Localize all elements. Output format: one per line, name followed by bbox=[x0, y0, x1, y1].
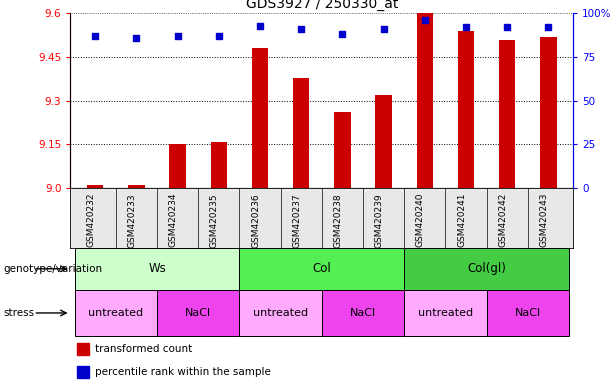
Text: Col(gl): Col(gl) bbox=[467, 262, 506, 275]
Text: GSM420235: GSM420235 bbox=[210, 193, 219, 248]
Text: untreated: untreated bbox=[88, 308, 143, 318]
Bar bbox=[77, 343, 89, 356]
Text: stress: stress bbox=[3, 308, 34, 318]
Text: untreated: untreated bbox=[253, 308, 308, 318]
Point bbox=[90, 33, 100, 39]
Bar bbox=[169, 144, 186, 188]
Bar bbox=[375, 95, 392, 188]
Text: GSM420236: GSM420236 bbox=[251, 193, 260, 248]
Point bbox=[255, 23, 265, 29]
Point bbox=[296, 26, 306, 32]
Bar bbox=[87, 185, 104, 188]
Bar bbox=[322, 290, 404, 336]
Text: NaCl: NaCl bbox=[350, 308, 376, 318]
Bar bbox=[404, 248, 569, 290]
Text: NaCl: NaCl bbox=[185, 308, 211, 318]
Bar bbox=[252, 48, 268, 188]
Text: NaCl: NaCl bbox=[515, 308, 541, 318]
Bar bbox=[75, 290, 157, 336]
Bar bbox=[334, 113, 351, 188]
Bar bbox=[417, 13, 433, 188]
Text: GSM420234: GSM420234 bbox=[169, 193, 178, 247]
Point bbox=[379, 26, 389, 32]
Point bbox=[132, 35, 142, 41]
Text: GSM420232: GSM420232 bbox=[86, 193, 95, 247]
Bar bbox=[540, 37, 557, 188]
Text: GSM420238: GSM420238 bbox=[333, 193, 343, 248]
Bar bbox=[293, 78, 310, 188]
Text: Ws: Ws bbox=[148, 262, 166, 275]
Bar bbox=[487, 290, 569, 336]
Text: GSM420242: GSM420242 bbox=[498, 193, 507, 247]
Text: GSM420241: GSM420241 bbox=[457, 193, 466, 247]
Point bbox=[173, 33, 183, 39]
Bar bbox=[128, 185, 145, 188]
Text: untreated: untreated bbox=[418, 308, 473, 318]
Point bbox=[338, 31, 348, 38]
Bar bbox=[404, 290, 487, 336]
Text: transformed count: transformed count bbox=[94, 344, 192, 354]
Bar bbox=[75, 248, 240, 290]
Point bbox=[461, 24, 471, 30]
Point bbox=[420, 17, 430, 23]
Point bbox=[214, 33, 224, 39]
Bar bbox=[458, 31, 474, 188]
Text: GSM420239: GSM420239 bbox=[375, 193, 384, 248]
Bar bbox=[157, 290, 240, 336]
Point bbox=[544, 24, 554, 30]
Bar bbox=[499, 40, 516, 188]
Bar bbox=[240, 290, 322, 336]
Bar bbox=[211, 142, 227, 188]
Text: GSM420243: GSM420243 bbox=[539, 193, 549, 247]
Title: GDS3927 / 250330_at: GDS3927 / 250330_at bbox=[246, 0, 398, 11]
Text: GSM420233: GSM420233 bbox=[128, 193, 137, 248]
Point bbox=[502, 24, 512, 30]
Text: GSM420240: GSM420240 bbox=[416, 193, 425, 247]
Text: genotype/variation: genotype/variation bbox=[3, 264, 102, 274]
Text: percentile rank within the sample: percentile rank within the sample bbox=[94, 367, 270, 377]
Bar bbox=[240, 248, 404, 290]
Text: Col: Col bbox=[313, 262, 331, 275]
Bar bbox=[77, 366, 89, 379]
Text: GSM420237: GSM420237 bbox=[292, 193, 301, 248]
